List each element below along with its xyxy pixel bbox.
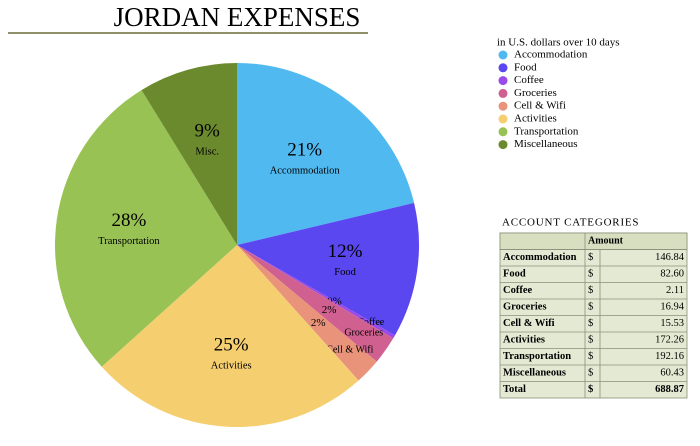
table-cell: 82.60 [660, 269, 684, 280]
table-cell: $ [588, 335, 593, 346]
table-cell: 2.11 [666, 285, 684, 296]
table-header: Amount [588, 236, 624, 247]
chart-title: JORDAN EXPENSES [114, 2, 361, 32]
legend-swatch [498, 101, 508, 111]
pie-slice [237, 245, 395, 339]
slice-label: Groceries [344, 328, 383, 339]
table-cell: Coffee [503, 285, 532, 296]
table-cell: 146.84 [655, 252, 685, 263]
legend-label: Activities [514, 113, 557, 125]
pie-slice [237, 245, 394, 362]
table-cell: $ [588, 285, 593, 296]
table-cell: 172.26 [655, 335, 684, 346]
table-cell: $ [588, 384, 593, 395]
table-cell: 60.43 [660, 368, 684, 379]
legend-label: Groceries [514, 87, 557, 99]
table-cell: Miscellaneous [503, 368, 566, 379]
legend-label: Food [514, 61, 537, 73]
table-cell: $ [588, 318, 593, 329]
legend-title: in U.S. dollars over 10 days [497, 37, 620, 49]
slice-label: Transportation [98, 236, 160, 247]
table-cell: 16.94 [660, 302, 684, 313]
slice-label: Misc. [195, 146, 219, 157]
slice-label: Activities [211, 360, 252, 371]
legend-swatch [498, 88, 508, 98]
table-cell: Groceries [503, 302, 547, 313]
pie-slice [237, 202, 419, 336]
table-cell: Cell & Wifi [503, 318, 555, 329]
table-cell: $ [588, 368, 593, 379]
slice-percent: 2% [322, 304, 337, 316]
pie-slice [237, 245, 377, 381]
table-cell: 192.16 [655, 351, 684, 362]
legend-label: Coffee [514, 74, 544, 86]
legend-swatch [498, 76, 508, 86]
table-title: ACCOUNT CATEGORIES [502, 217, 639, 229]
legend-swatch [498, 140, 508, 150]
legend-label: Miscellaneous [514, 138, 578, 150]
pie-slice [55, 90, 238, 367]
legend-swatch [498, 63, 508, 73]
slice-percent: 25% [214, 334, 249, 355]
legend-swatch [498, 50, 508, 60]
table-cell: Activities [503, 335, 545, 346]
table-cell: Food [503, 269, 526, 280]
table-cell: $ [588, 351, 593, 362]
legend-swatch [498, 114, 508, 124]
table-cell: $ [588, 252, 593, 263]
slice-label: Coffee [357, 317, 385, 328]
slice-percent: 21% [287, 140, 322, 161]
slice-label: Accommodation [270, 166, 341, 177]
slice-percent: 2% [311, 317, 326, 329]
table-cell: $ [588, 269, 593, 280]
table-cell: 15.53 [660, 318, 684, 329]
table-cell: Transportation [503, 351, 571, 362]
table-cell: 688.87 [655, 384, 684, 395]
legend-label: Transportation [514, 125, 579, 137]
table-cell: $ [588, 302, 593, 313]
table-cell: Total [503, 384, 526, 395]
table-cell: Accommodation [503, 252, 577, 263]
slice-percent: 28% [111, 210, 146, 231]
slice-percent: 12% [328, 241, 363, 262]
pie-slice [101, 245, 359, 427]
slice-percent: 9% [195, 120, 221, 141]
legend-label: Cell & Wifi [514, 100, 566, 112]
legend-label: Accommodation [514, 49, 588, 61]
slice-label: Food [334, 267, 356, 278]
pie-slice [237, 63, 415, 245]
slice-label: Cell & Wifi [326, 344, 373, 355]
pie-slice [141, 63, 237, 245]
legend-swatch [498, 127, 508, 137]
